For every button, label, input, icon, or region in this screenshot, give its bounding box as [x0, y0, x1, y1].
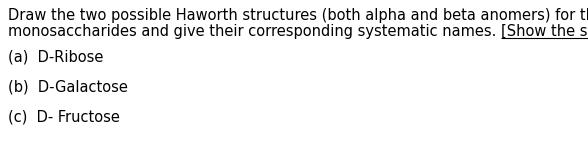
Text: monosaccharides and give their corresponding systematic names.: monosaccharides and give their correspon… [8, 24, 501, 39]
Text: (c)  D- Fructose: (c) D- Fructose [8, 110, 120, 125]
Text: [Show the stepwise process]: [Show the stepwise process] [501, 24, 588, 39]
Text: monosaccharides and give their corresponding systematic names.: monosaccharides and give their correspon… [8, 24, 501, 39]
Text: (b)  D-Galactose: (b) D-Galactose [8, 80, 128, 95]
Text: (a)  D-Ribose: (a) D-Ribose [8, 50, 103, 65]
Text: Draw the two possible Haworth structures (both alpha and beta anomers) for the f: Draw the two possible Haworth structures… [8, 8, 588, 23]
